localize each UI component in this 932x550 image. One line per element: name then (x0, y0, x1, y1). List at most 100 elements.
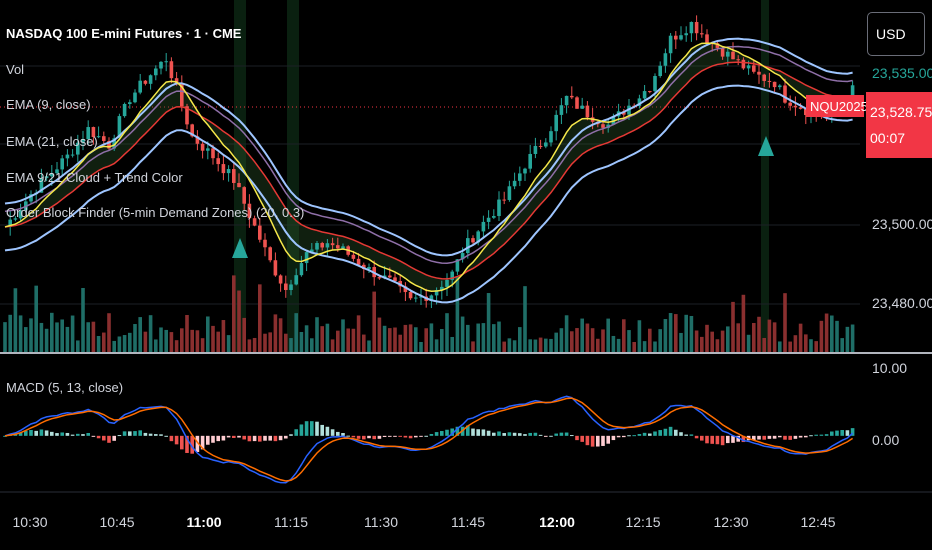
macd-hist-bar (356, 435, 361, 439)
candle-body (528, 153, 532, 169)
indicator-ema-cloud[interactable]: EMA 9/21 Cloud + Trend Color (6, 170, 183, 185)
candle-body (237, 182, 241, 188)
candle-body (408, 292, 413, 299)
price-label-23480: 23,480.00 (872, 295, 932, 311)
indicator-ema9[interactable]: EMA (9, close) (6, 97, 91, 112)
volume-bar (289, 338, 293, 352)
volume-bar (700, 336, 704, 352)
macd-hist-bar (263, 435, 267, 441)
volume-bar (60, 319, 64, 352)
volume-bar (102, 332, 106, 352)
buy-signal-triangle (758, 136, 774, 156)
time-tick-label: 12:45 (800, 514, 836, 530)
volume-bar (169, 332, 174, 352)
macd-hist-bar (835, 430, 839, 436)
volume-bar (845, 326, 850, 352)
macd-hist-bar (580, 435, 584, 442)
volume-bar (330, 339, 335, 352)
candle-body (81, 139, 85, 143)
volume-bar (658, 329, 662, 352)
volume-bar (190, 329, 194, 352)
macd-hist-bar (533, 432, 538, 436)
candle-body (741, 59, 746, 69)
candle-body (653, 76, 657, 92)
volume-bar (590, 328, 595, 352)
volume-bar (752, 322, 756, 352)
volume-bar (164, 329, 168, 352)
indicator-macd[interactable]: MACD (5, 13, close) (6, 380, 124, 395)
candle-body (190, 124, 194, 137)
candle-body (102, 136, 106, 141)
macd-hist-bar (367, 435, 371, 439)
candle-body (658, 65, 662, 77)
symbol-title[interactable]: NASDAQ 100 E-mini Futures · 1 · CME (6, 26, 242, 41)
signal-line (4, 397, 854, 482)
macd-hist-bar (237, 435, 241, 438)
macd-hist-bar (164, 435, 168, 437)
price-label-partial: 23,535.00 (872, 65, 932, 81)
macd-hist-bar (809, 435, 813, 437)
candle-body (575, 97, 579, 109)
candle-body (663, 53, 668, 66)
indicator-order-block[interactable]: Order Block Finder (5-min Demand Zones) … (6, 205, 305, 220)
volume-bar (710, 331, 714, 352)
candle-body (356, 258, 361, 265)
macd-hist-bar (174, 435, 179, 445)
volume-bar (107, 313, 111, 352)
volume-bar (741, 294, 746, 352)
macd-hist-bar (726, 435, 730, 444)
macd-hist-bar (736, 435, 740, 442)
volume-bar (466, 324, 470, 352)
candle-body (107, 140, 111, 149)
ema-cloud (5, 43, 853, 292)
volume-bar (346, 328, 350, 352)
volume-bar (232, 275, 236, 352)
volume-bar (757, 316, 761, 352)
candle-body (76, 142, 80, 155)
macd-hist-bar (429, 433, 434, 436)
candle-body (850, 85, 855, 100)
macd-hist-bar (632, 435, 636, 437)
volume-bar (544, 338, 548, 352)
indicator-ema21[interactable]: EMA (21, close) (6, 134, 98, 149)
time-tick-label: 11:45 (451, 514, 485, 530)
candle-body (310, 249, 314, 253)
volume-bar (356, 315, 361, 352)
currency-button[interactable]: USD (867, 12, 925, 56)
candle-body (164, 61, 168, 63)
grid (0, 65, 860, 305)
volume-bar (575, 328, 579, 352)
macd-hist-bar (694, 435, 699, 439)
candle-body (804, 108, 808, 116)
candle-body (299, 263, 304, 276)
macd-hist-bar (783, 435, 787, 440)
volume-bar (414, 327, 418, 352)
volume-bar (445, 313, 449, 352)
volume-bar (814, 341, 818, 352)
volume-bar (507, 338, 512, 352)
volume-bar (174, 340, 179, 352)
macd-hist-bar (715, 435, 720, 445)
volume-bar (429, 323, 434, 352)
macd-hist-bar (414, 435, 418, 438)
candle-body (325, 243, 330, 248)
volume-bar (819, 320, 824, 352)
macd-hist-bar (741, 435, 746, 443)
volume-bar (133, 324, 137, 352)
macd-hist-bar (252, 435, 257, 442)
volume-bar (294, 313, 298, 352)
volume-bar (824, 313, 829, 352)
candle-body (330, 243, 335, 246)
macd-hist-bar (523, 434, 527, 436)
volume-bar (336, 330, 340, 352)
indicator-vol[interactable]: Vol (6, 62, 25, 77)
macd-hist-bar (185, 435, 189, 453)
candle-body (320, 243, 324, 248)
candle-body (122, 103, 127, 117)
volume-bar (39, 322, 44, 352)
macd-hist-bar (622, 435, 626, 438)
candle-body (668, 35, 673, 54)
volume-bar (788, 341, 792, 352)
volume-bar (70, 315, 75, 352)
